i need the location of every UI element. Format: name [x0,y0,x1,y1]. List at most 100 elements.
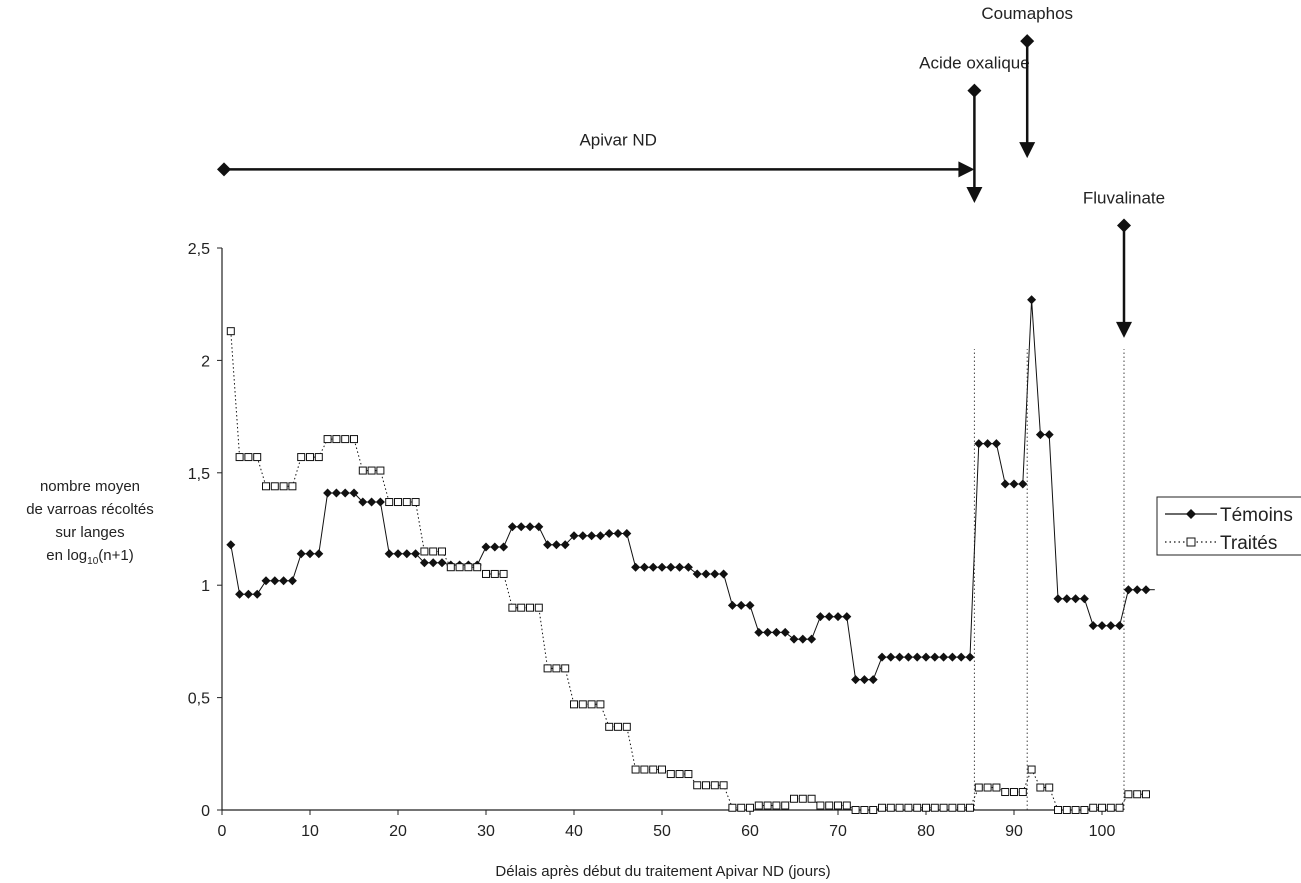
treatment-lines [973,349,1125,810]
data-point-traites [807,794,816,803]
data-point-traites [666,770,675,779]
axes [221,248,1120,811]
data-point-traites [578,700,587,709]
data-point-temoins [648,562,658,572]
data-point-temoins [983,439,993,449]
data-point-traites [1106,803,1115,812]
data-point-traites [596,700,605,709]
data-point-traites [332,435,341,444]
data-point-temoins [780,627,790,637]
data-point-traites [508,603,517,612]
data-point-traites [561,664,570,673]
data-point-traites [860,806,869,814]
data-point-temoins [226,540,236,550]
data-point-temoins [745,600,755,610]
data-point-temoins [499,542,509,552]
y-tick-label: 0,5 [188,691,210,708]
data-point-traites [842,801,851,810]
data-point-traites [429,547,438,556]
y-axis-label-subscript: 10 [87,556,99,567]
data-point-traites [746,803,754,812]
data-point-traites [878,803,886,812]
data-point-temoins [402,549,412,559]
data-point-traites [904,803,913,812]
data-point-temoins [419,558,429,568]
data-point-traites [314,453,323,462]
series [226,295,1155,814]
data-point-temoins [1106,621,1116,631]
data-point-traites [622,722,631,731]
data-point-traites [1036,783,1045,792]
data-point-temoins [631,562,641,572]
data-point-traites [886,803,895,812]
data-point-temoins [1018,479,1028,489]
data-point-traites [649,765,658,774]
data-point-temoins [895,652,905,662]
data-point-traites [244,453,253,462]
data-point-traites [728,803,737,812]
data-point-temoins [279,576,289,586]
data-point-temoins [314,549,324,559]
data-point-temoins [947,652,957,662]
data-point-traites [974,783,983,792]
legend-label-traites: Traités [1220,533,1277,554]
data-point-temoins [235,589,245,599]
data-point-temoins [1115,621,1125,631]
data-point-temoins [763,627,773,637]
legend-label-temoins: Témoins [1220,505,1293,526]
data-point-traites [992,783,1001,792]
y-axis-label-line-1: nombre moyen [40,478,140,495]
annotation-label-acide-oxalique: Acide oxalique [919,54,1030,73]
data-point-traites [790,794,798,803]
data-point-traites [570,700,578,709]
data-point-traites [438,547,446,556]
data-point-temoins [340,488,350,498]
x-tick-label: 30 [477,823,495,840]
data-point-temoins [1097,621,1107,631]
x-tick-label: 40 [565,823,583,840]
annotation-arrowhead-apivar-nd [958,161,975,178]
data-point-traites [526,603,534,612]
data-point-temoins [367,497,377,507]
data-point-traites [517,603,526,612]
data-point-temoins [842,612,852,622]
data-point-traites [834,801,842,810]
data-point-traites [499,569,508,578]
data-point-traites [983,783,992,792]
y-axis-label-log: en log [46,547,87,564]
data-point-traites [675,770,684,779]
data-point-temoins [719,569,729,579]
data-point-temoins [815,612,825,622]
data-point-traites [816,801,825,810]
data-point-temoins [877,652,887,662]
data-point-temoins [1062,594,1072,604]
data-point-traites [385,498,394,507]
legend-marker-temoins [1186,509,1196,519]
data-point-temoins [710,569,720,579]
data-point-temoins [490,542,500,552]
data-point-traites [482,569,490,578]
data-point-traites [798,794,807,803]
data-point-temoins [507,522,517,532]
data-point-traites [1010,788,1018,797]
data-point-traites [288,482,297,491]
data-point-temoins [701,569,711,579]
data-point-traites [719,781,728,790]
legend-marker-traites [1186,537,1196,547]
data-point-traites [1001,788,1010,797]
data-point-temoins [270,576,280,586]
data-point-traites [957,803,966,812]
data-point-temoins [824,612,834,622]
x-tick-label: 10 [301,823,319,840]
data-point-temoins [974,439,984,449]
data-point-temoins [771,627,781,637]
data-point-temoins [393,549,403,559]
data-point-temoins [569,531,579,541]
x-tick-label: 0 [218,823,227,840]
data-point-temoins [789,634,799,644]
y-tick-label: 1,5 [188,466,210,483]
data-point-temoins [587,531,597,541]
data-point-traites [420,547,429,556]
data-point-traites [490,569,499,578]
